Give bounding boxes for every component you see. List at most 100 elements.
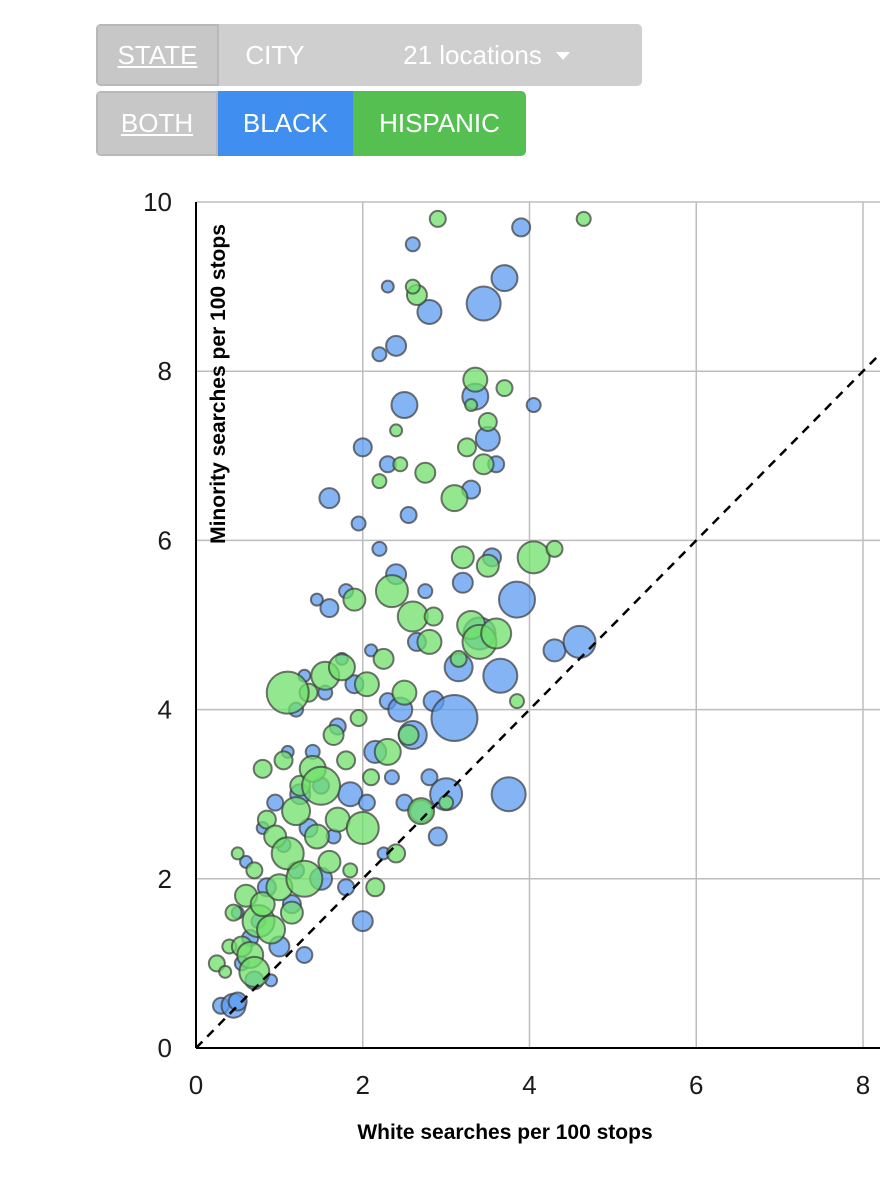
blue-bubble [416, 298, 443, 325]
hispanic-button[interactable]: HISPANIC [353, 91, 526, 156]
green-bubble [281, 796, 312, 827]
black-button[interactable]: BLACK [218, 91, 353, 156]
blue-bubble [427, 826, 448, 847]
blue-bubble [417, 583, 434, 600]
blue-bubble [465, 285, 502, 322]
green-bubble [407, 797, 436, 826]
green-bubble [545, 539, 564, 558]
green-bubble [386, 843, 407, 864]
locations-dropdown[interactable]: 21 locations [331, 24, 642, 86]
green-bubble [373, 737, 402, 766]
blue-bubble [319, 598, 340, 619]
green-bubble [342, 587, 367, 612]
axes [195, 202, 880, 1049]
green-bubble [472, 453, 495, 476]
blue-bubble [350, 515, 367, 532]
green-bubble [480, 617, 513, 650]
green-bubble [462, 366, 489, 393]
y-axis-label: Minority searches per 100 stops [207, 224, 230, 544]
green-bubble [349, 709, 368, 728]
blue-bubble [511, 217, 532, 238]
grid [196, 201, 880, 1048]
green-bubble [414, 461, 437, 484]
green-bubble [372, 647, 395, 670]
y-tick-label: 0 [158, 1033, 172, 1063]
y-tick-label: 4 [158, 695, 172, 725]
green-bubble [397, 723, 420, 746]
blue-bubble [562, 624, 597, 659]
x-tick-label: 0 [189, 1070, 203, 1100]
blue-bubble [351, 910, 374, 933]
blue-bubble [295, 945, 314, 964]
ticks: 0 2 4 6 8 0 2 4 6 8 10 [143, 187, 870, 1100]
x-tick-label: 6 [689, 1070, 703, 1100]
green-bubble [285, 859, 324, 898]
x-tick-label: 4 [522, 1070, 536, 1100]
green-bubble [336, 750, 357, 771]
blue-bubble [430, 694, 479, 743]
blue-bubble [309, 592, 324, 607]
green-bubble [516, 540, 551, 575]
green-bubble [389, 423, 404, 438]
city-button[interactable]: CITY [219, 24, 331, 86]
y-tick-label: 6 [158, 525, 172, 555]
green-bubble [391, 679, 418, 706]
blue-bubble [420, 768, 439, 787]
green-bubble [440, 484, 469, 513]
blue-bubble [357, 793, 376, 812]
green-bubble [404, 278, 421, 295]
green-bubble [575, 210, 592, 227]
green-bubble [396, 600, 429, 633]
x-axis-label: White searches per 100 stops [357, 1121, 652, 1144]
state-button[interactable]: STATE [96, 24, 219, 86]
green-bubble [428, 209, 447, 228]
blue-bubble [383, 769, 400, 786]
blue-bubble [399, 506, 418, 525]
both-button[interactable]: BOTH [96, 91, 218, 156]
green-bubble [303, 823, 330, 850]
green-bubble [371, 473, 388, 490]
green-bubble [464, 398, 479, 413]
blue-bubble [380, 279, 395, 294]
blue-bubble [352, 437, 373, 458]
blue-bubble [371, 346, 388, 363]
blue-bubble [404, 236, 421, 253]
blue-bubble [318, 487, 341, 510]
x-tick-label: 2 [356, 1070, 370, 1100]
blue-bubble [525, 397, 542, 414]
green-bubble [450, 545, 475, 570]
blue-bubble [497, 580, 536, 619]
green-bubble [224, 903, 243, 922]
race-toggle: BOTH BLACK HISPANIC [96, 91, 526, 156]
green-bubble [353, 671, 380, 698]
blue-bubble [482, 657, 519, 694]
x-tick-label: 8 [856, 1070, 870, 1100]
green-bubble [449, 649, 468, 668]
locations-dropdown-label: 21 locations [403, 39, 542, 70]
green-bubble [438, 794, 455, 811]
green-bubble [317, 849, 342, 874]
green-bubble [322, 723, 345, 746]
green-bubble [342, 862, 359, 879]
y-tick-label: 2 [158, 864, 172, 894]
green-bubble [249, 891, 276, 918]
green-bubble [456, 437, 477, 458]
blue-bubble [451, 571, 474, 594]
green-bubble [508, 693, 525, 710]
blue-bubble [371, 540, 388, 557]
green-bubble [265, 670, 310, 715]
green-bubble [252, 758, 273, 779]
green-bubble [245, 861, 264, 880]
blue-bubble [227, 991, 248, 1012]
green-bubble [230, 846, 245, 861]
geography-toggle: STATE CITY 21 locations [96, 24, 642, 86]
green-bubble [256, 914, 287, 945]
green-bubble [475, 553, 500, 578]
green-bubble [392, 456, 409, 473]
caret-down-icon [555, 52, 570, 60]
green-bubble [218, 964, 233, 979]
green-bubble [477, 411, 498, 432]
blue-bubble [266, 793, 285, 812]
green-bubble [345, 811, 380, 846]
